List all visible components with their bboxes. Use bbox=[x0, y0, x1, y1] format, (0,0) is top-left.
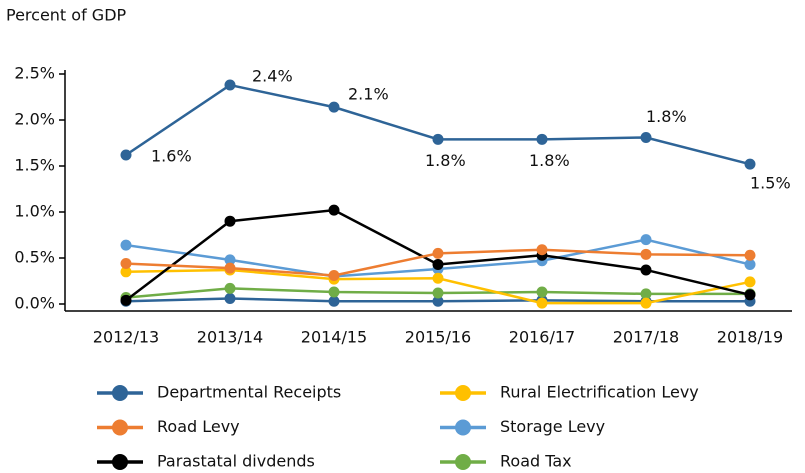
data-point bbox=[328, 286, 340, 298]
data-label: 1.6% bbox=[151, 146, 192, 165]
x-tick-label: 2013/14 bbox=[197, 328, 263, 347]
data-label: 1.8% bbox=[646, 107, 687, 126]
data-point bbox=[744, 258, 756, 270]
legend-marker bbox=[112, 385, 128, 401]
legend-marker bbox=[455, 419, 471, 436]
data-point bbox=[640, 234, 652, 246]
data-point bbox=[432, 133, 444, 145]
data-point bbox=[744, 276, 756, 288]
data-point bbox=[432, 295, 444, 307]
data-point bbox=[536, 286, 548, 298]
y-tick-label: 2.5% bbox=[14, 64, 55, 83]
legend-label: Road Tax bbox=[500, 452, 572, 471]
data-point bbox=[640, 248, 652, 260]
data-point bbox=[120, 149, 132, 161]
data-label: 1.8% bbox=[425, 151, 466, 170]
legend-label: Road Levy bbox=[157, 417, 240, 436]
data-point bbox=[328, 101, 340, 113]
data-point bbox=[432, 272, 444, 284]
legend-label: Parastatal divdends bbox=[157, 452, 315, 471]
data-point bbox=[744, 249, 756, 261]
data-point bbox=[224, 79, 236, 91]
y-tick-label: 1.5% bbox=[14, 156, 55, 175]
data-point bbox=[328, 295, 340, 307]
y-tick-label: 0.0% bbox=[14, 294, 55, 313]
x-tick-label: 2017/18 bbox=[613, 328, 679, 347]
x-tick-label: 2014/15 bbox=[301, 328, 367, 347]
data-label: 2.4% bbox=[252, 67, 293, 86]
data-point bbox=[536, 244, 548, 256]
data-point bbox=[744, 289, 756, 301]
legend-label: Rural Electrification Levy bbox=[500, 383, 699, 402]
data-point bbox=[224, 292, 236, 304]
legend-label: Departmental Receipts bbox=[157, 383, 341, 402]
legend-marker bbox=[455, 454, 471, 470]
data-label: 1.5% bbox=[750, 174, 791, 193]
data-point bbox=[224, 254, 236, 266]
data-point bbox=[224, 215, 236, 227]
data-point bbox=[432, 247, 444, 259]
data-point bbox=[120, 258, 132, 270]
x-tick-label: 2015/16 bbox=[405, 328, 471, 347]
data-point bbox=[120, 239, 132, 251]
data-point bbox=[640, 264, 652, 276]
data-point bbox=[536, 297, 548, 309]
data-point bbox=[640, 131, 652, 143]
legend-marker bbox=[455, 385, 471, 401]
legend-marker bbox=[112, 419, 128, 436]
data-point bbox=[120, 294, 132, 306]
data-point bbox=[224, 282, 236, 294]
data-point bbox=[224, 262, 236, 274]
data-point bbox=[536, 133, 548, 145]
data-point bbox=[432, 287, 444, 299]
data-label: 2.1% bbox=[348, 85, 389, 104]
data-point bbox=[120, 266, 132, 278]
x-tick-label: 2016/17 bbox=[509, 328, 575, 347]
legend-label: Storage Levy bbox=[500, 417, 605, 436]
data-label: 1.8% bbox=[529, 151, 570, 170]
x-tick-label: 2012/13 bbox=[93, 328, 159, 347]
data-point bbox=[328, 204, 340, 216]
y-tick-label: 2.0% bbox=[14, 110, 55, 129]
y-tick-label: 0.5% bbox=[14, 248, 55, 267]
data-point bbox=[640, 297, 652, 309]
data-point bbox=[432, 258, 444, 270]
data-point bbox=[328, 269, 340, 281]
data-point bbox=[744, 158, 756, 170]
y-tick-label: 1.0% bbox=[14, 202, 55, 221]
chart-title: Percent of GDP bbox=[6, 6, 127, 25]
x-tick-label: 2018/19 bbox=[717, 328, 783, 347]
legend-marker bbox=[112, 454, 128, 470]
data-point bbox=[640, 288, 652, 300]
